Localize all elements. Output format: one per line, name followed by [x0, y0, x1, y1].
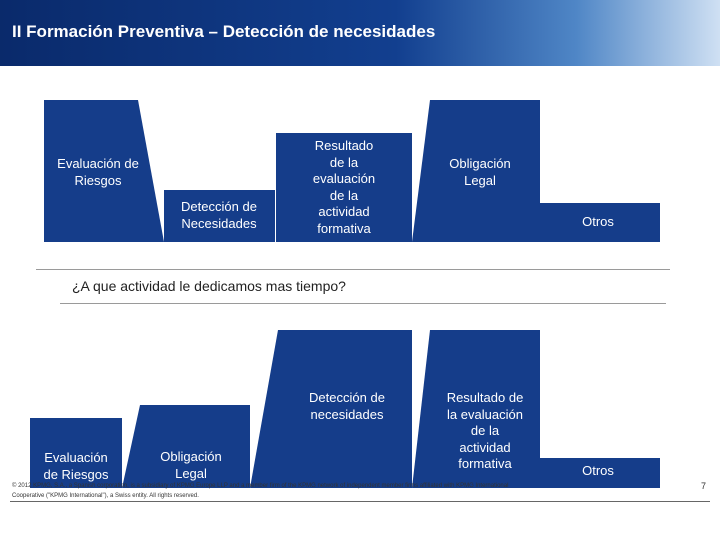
slide-title: II Formación Preventiva – Detección de n…	[12, 22, 436, 41]
bottom-shape-otros	[540, 458, 660, 488]
separator-top	[36, 269, 670, 270]
bottom-label-resultado-evaluacion: Resultado de la evaluación de la activid…	[446, 390, 524, 471]
footer-separator	[10, 501, 710, 502]
bottom-label-otros: Otros	[582, 463, 614, 478]
top-shape-obligacion-legal	[412, 100, 540, 242]
top-label-obligacion-legal: Obligación Legal	[449, 156, 511, 188]
bottom-shape-deteccion-necesidades	[250, 330, 412, 488]
top-shape-evaluacion-riesgos	[44, 100, 164, 242]
top-label-deteccion-necesidades: Detección de Necesidades	[181, 199, 257, 231]
separator-bottom	[60, 303, 666, 304]
bottom-shape-evaluacion-riesgos	[30, 418, 122, 488]
top-shape-deteccion-necesidades	[164, 190, 275, 242]
bottom-shape-obligacion-legal	[122, 405, 250, 488]
question-text: ¿A que actividad le dedicamos mas tiempo…	[72, 278, 346, 294]
bottom-label-obligacion-legal: Obligación Legal	[160, 449, 222, 481]
top-label-otros: Otros	[582, 214, 614, 229]
bottom-shape-resultado-evaluacion	[412, 330, 540, 488]
top-label-resultado-evaluacion: Resultado de la evaluación de la activid…	[312, 138, 376, 236]
bottom-label-deteccion-necesidades: Detección de necesidades	[309, 390, 385, 422]
footer-copyright: © 2012 KPMG, S.A., a Spanish corporation…	[12, 483, 509, 499]
page-number: 7	[700, 481, 706, 491]
top-shape-resultado-evaluacion	[276, 133, 412, 242]
top-shape-otros	[540, 203, 660, 242]
slide-header: II Formación Preventiva – Detección de n…	[0, 0, 720, 66]
bottom-label-evaluacion-riesgos: Evaluación de Riesgos	[43, 450, 109, 482]
top-label-evaluacion-riesgos: Evaluación de Riesgos	[57, 156, 139, 188]
